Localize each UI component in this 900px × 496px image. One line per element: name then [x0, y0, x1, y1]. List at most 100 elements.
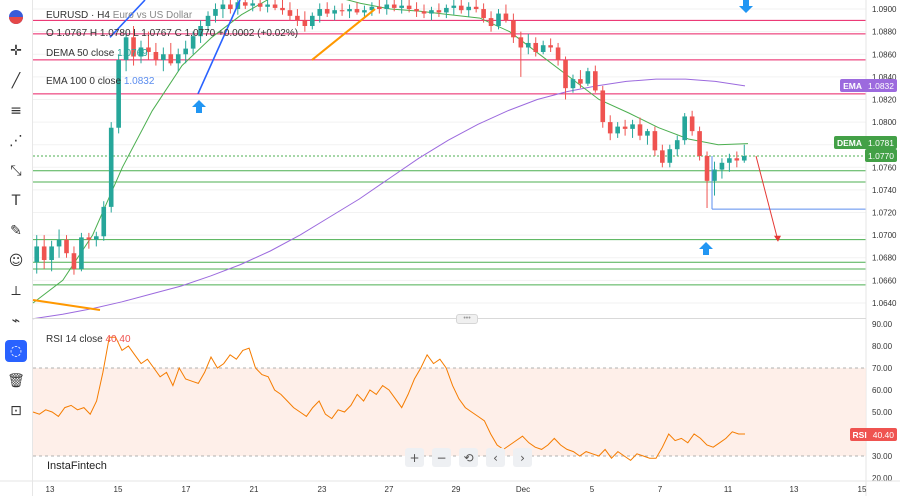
pattern-tool-icon[interactable]: ⋰ — [9, 133, 23, 149]
time-tick-label: 7 — [658, 485, 663, 494]
time-tick-label: 27 — [385, 485, 394, 494]
candle-body — [652, 131, 658, 151]
rsi-tick-label: 70.00 — [872, 364, 893, 373]
time-tick-label: 13 — [790, 485, 799, 494]
scroll-right-button[interactable]: › — [513, 448, 532, 467]
zoom-in-button[interactable]: + — [405, 448, 424, 467]
candle-body — [525, 42, 531, 48]
time-tick-label: 23 — [318, 485, 327, 494]
candle-body — [488, 18, 494, 26]
rsi-legend[interactable]: RSI 14 close 40.40 — [46, 334, 131, 345]
dema-50-line — [32, 0, 749, 304]
candle-body — [518, 37, 524, 48]
candle-body — [481, 9, 486, 19]
emoji-tool-icon[interactable]: ☺ — [8, 253, 24, 269]
candle-body — [421, 11, 427, 14]
candle-body — [183, 48, 188, 55]
candle-body — [458, 5, 464, 11]
time-tick-label: Dec — [516, 485, 530, 494]
candle-body — [146, 47, 151, 52]
cursor-tool-icon[interactable]: ✛ — [10, 43, 22, 59]
ema-100-line — [32, 78, 746, 320]
candle-body — [667, 149, 673, 163]
candle-body — [317, 9, 323, 16]
candle-body — [220, 4, 226, 10]
magnet-tool-icon[interactable]: ⌁ — [11, 313, 21, 329]
candle-body — [250, 3, 256, 6]
price-tick-label: 1.0700 — [872, 231, 897, 240]
candle-body — [585, 71, 591, 84]
lock-icon[interactable]: ⊡ — [10, 403, 22, 419]
candle-body — [190, 36, 196, 49]
candle-body — [123, 37, 129, 60]
dema-legend[interactable]: DEMA 50 close 1.0769 — [46, 48, 148, 59]
candle-body — [406, 5, 412, 10]
candle-body — [377, 6, 382, 10]
candle-body — [473, 6, 479, 10]
time-tick-label: 13 — [46, 485, 55, 494]
price-tick-label: 1.0640 — [872, 299, 897, 308]
candle-body — [228, 4, 233, 10]
candle-body — [384, 4, 390, 10]
candle-body — [369, 6, 375, 11]
projection-arrowhead — [774, 235, 781, 242]
candle-body — [116, 59, 121, 128]
trend-line-blue — [109, 0, 146, 38]
price-tick-label: 1.0760 — [872, 163, 897, 172]
chart-navigation: + − ⟲ ‹ › — [405, 448, 532, 467]
candle-body — [570, 79, 576, 89]
text-tool-icon[interactable]: T — [11, 193, 21, 209]
rsi-tick-label: 20.00 — [872, 474, 893, 483]
price-tick-label: 1.0880 — [872, 28, 897, 37]
candle-body — [86, 237, 92, 240]
candle-body — [175, 54, 181, 64]
candle-body — [56, 239, 62, 247]
ruler-tool-icon[interactable]: ⟂ — [11, 283, 21, 299]
brand-watermark: InstaFintech — [47, 460, 107, 472]
trash-icon[interactable]: 🗑 — [7, 373, 25, 389]
rsi-line — [32, 336, 745, 462]
ohlc-legend: O 1.0767 H 1.0780 L 1.0767 C 1.0770 +0.0… — [46, 28, 299, 39]
pane-divider[interactable] — [32, 318, 866, 319]
candle-body — [682, 116, 688, 141]
candle-body — [272, 4, 278, 8]
candle-body — [205, 15, 211, 26]
reset-chart-button[interactable]: ⟲ — [459, 448, 478, 467]
candle-body — [108, 127, 114, 207]
hide-drawings-icon[interactable]: ◌ — [5, 340, 27, 362]
candle-body — [429, 10, 434, 14]
prediction-tool-icon[interactable]: ⤡ — [10, 163, 22, 179]
candle-body — [41, 246, 47, 260]
price-tick-label: 1.0680 — [872, 254, 897, 263]
ema-legend[interactable]: EMA 100 0 close 1.0832 — [46, 76, 154, 87]
candle-body — [79, 237, 84, 270]
trend-line-orange — [311, 8, 376, 61]
zoom-out-button[interactable]: − — [432, 448, 451, 467]
candle-body — [242, 2, 248, 6]
price-tick-label: 1.0720 — [872, 209, 897, 218]
candle-body — [578, 79, 583, 84]
price-tick-label: 1.0740 — [872, 186, 897, 195]
candle-body — [645, 131, 650, 136]
candle-body — [287, 10, 293, 16]
scroll-left-button[interactable]: ‹ — [486, 448, 505, 467]
time-tick-label: 5 — [590, 485, 595, 494]
price-tick-label: 1.0660 — [872, 276, 897, 285]
time-tick-label: 29 — [452, 485, 461, 494]
symbol-name[interactable]: EURUSD · H4 — [46, 10, 110, 21]
pane-resize-handle[interactable]: ••• — [456, 314, 478, 324]
dema-price-tag: DEMA 1.0781 — [833, 136, 897, 149]
drawing-toolbar: ✛ ╱ ≡ ⋰ ⤡ T ✎ ☺ ⟂ ⌁ ◌ 🗑 ⊡ — [0, 0, 33, 496]
candle-body — [101, 206, 107, 237]
candle-body — [444, 7, 449, 13]
candle-body — [34, 246, 40, 263]
rsi-tick-label: 30.00 — [872, 452, 893, 461]
ema-price-tag: EMA 1.0832 — [840, 79, 897, 92]
brush-tool-icon[interactable]: ✎ — [10, 223, 22, 239]
buy-signal-arrow — [699, 242, 713, 255]
trend-line-tool-icon[interactable]: ╱ — [11, 73, 21, 89]
candle-body — [734, 158, 740, 161]
candle-body — [615, 126, 620, 134]
fib-tool-icon[interactable]: ≡ — [10, 103, 22, 119]
